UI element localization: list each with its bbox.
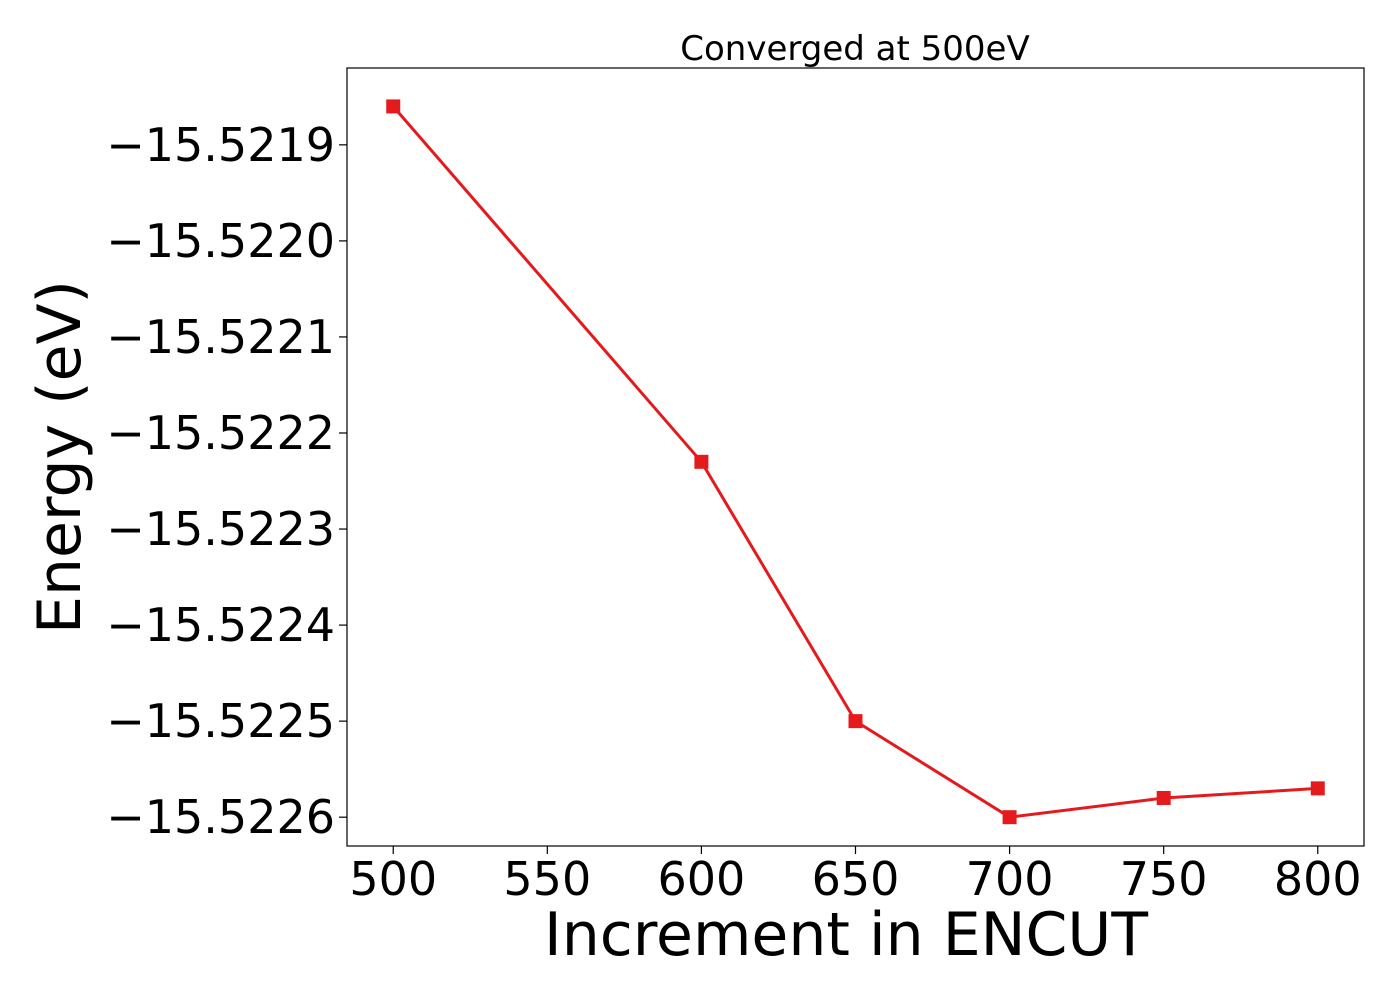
x-tick-label: 550 [503, 852, 591, 906]
x-tick-label: 800 [1274, 852, 1362, 906]
data-point-marker [848, 714, 863, 729]
y-tick-label: −15.5223 [106, 502, 335, 556]
y-axis-label: Energy (eV) [25, 280, 95, 634]
chart-title: Converged at 500eV [680, 29, 1029, 69]
y-tick-label: −15.5222 [106, 406, 335, 460]
data-point-marker [386, 99, 401, 114]
y-tick-label: −15.5226 [106, 790, 335, 844]
series-markers [386, 99, 1325, 825]
y-tick-label: −15.5225 [106, 694, 335, 748]
x-axis-ticks: 500 550 600 650 700 750 800 [349, 846, 1362, 906]
y-tick-label: −15.5219 [106, 118, 335, 172]
data-point-marker [1002, 810, 1017, 825]
y-tick-label: −15.5221 [106, 310, 335, 364]
x-tick-label: 500 [349, 852, 437, 906]
x-tick-label: 750 [1120, 852, 1208, 906]
data-point-marker [1310, 781, 1325, 796]
x-axis-label: Increment in ENCUT [544, 900, 1148, 970]
x-tick-label: 650 [812, 852, 900, 906]
x-tick-label: 600 [658, 852, 746, 906]
data-point-marker [1156, 790, 1171, 805]
plot-area-frame [346, 67, 1365, 847]
data-point-marker [694, 454, 709, 469]
y-tick-label: −15.5224 [106, 598, 335, 652]
y-axis-ticks: −15.5219 −15.5220 −15.5221 −15.5222 −15.5223… [106, 118, 347, 844]
y-tick-label: −15.5220 [106, 214, 335, 268]
x-tick-label: 700 [966, 852, 1054, 906]
series-line [392, 105, 1318, 819]
